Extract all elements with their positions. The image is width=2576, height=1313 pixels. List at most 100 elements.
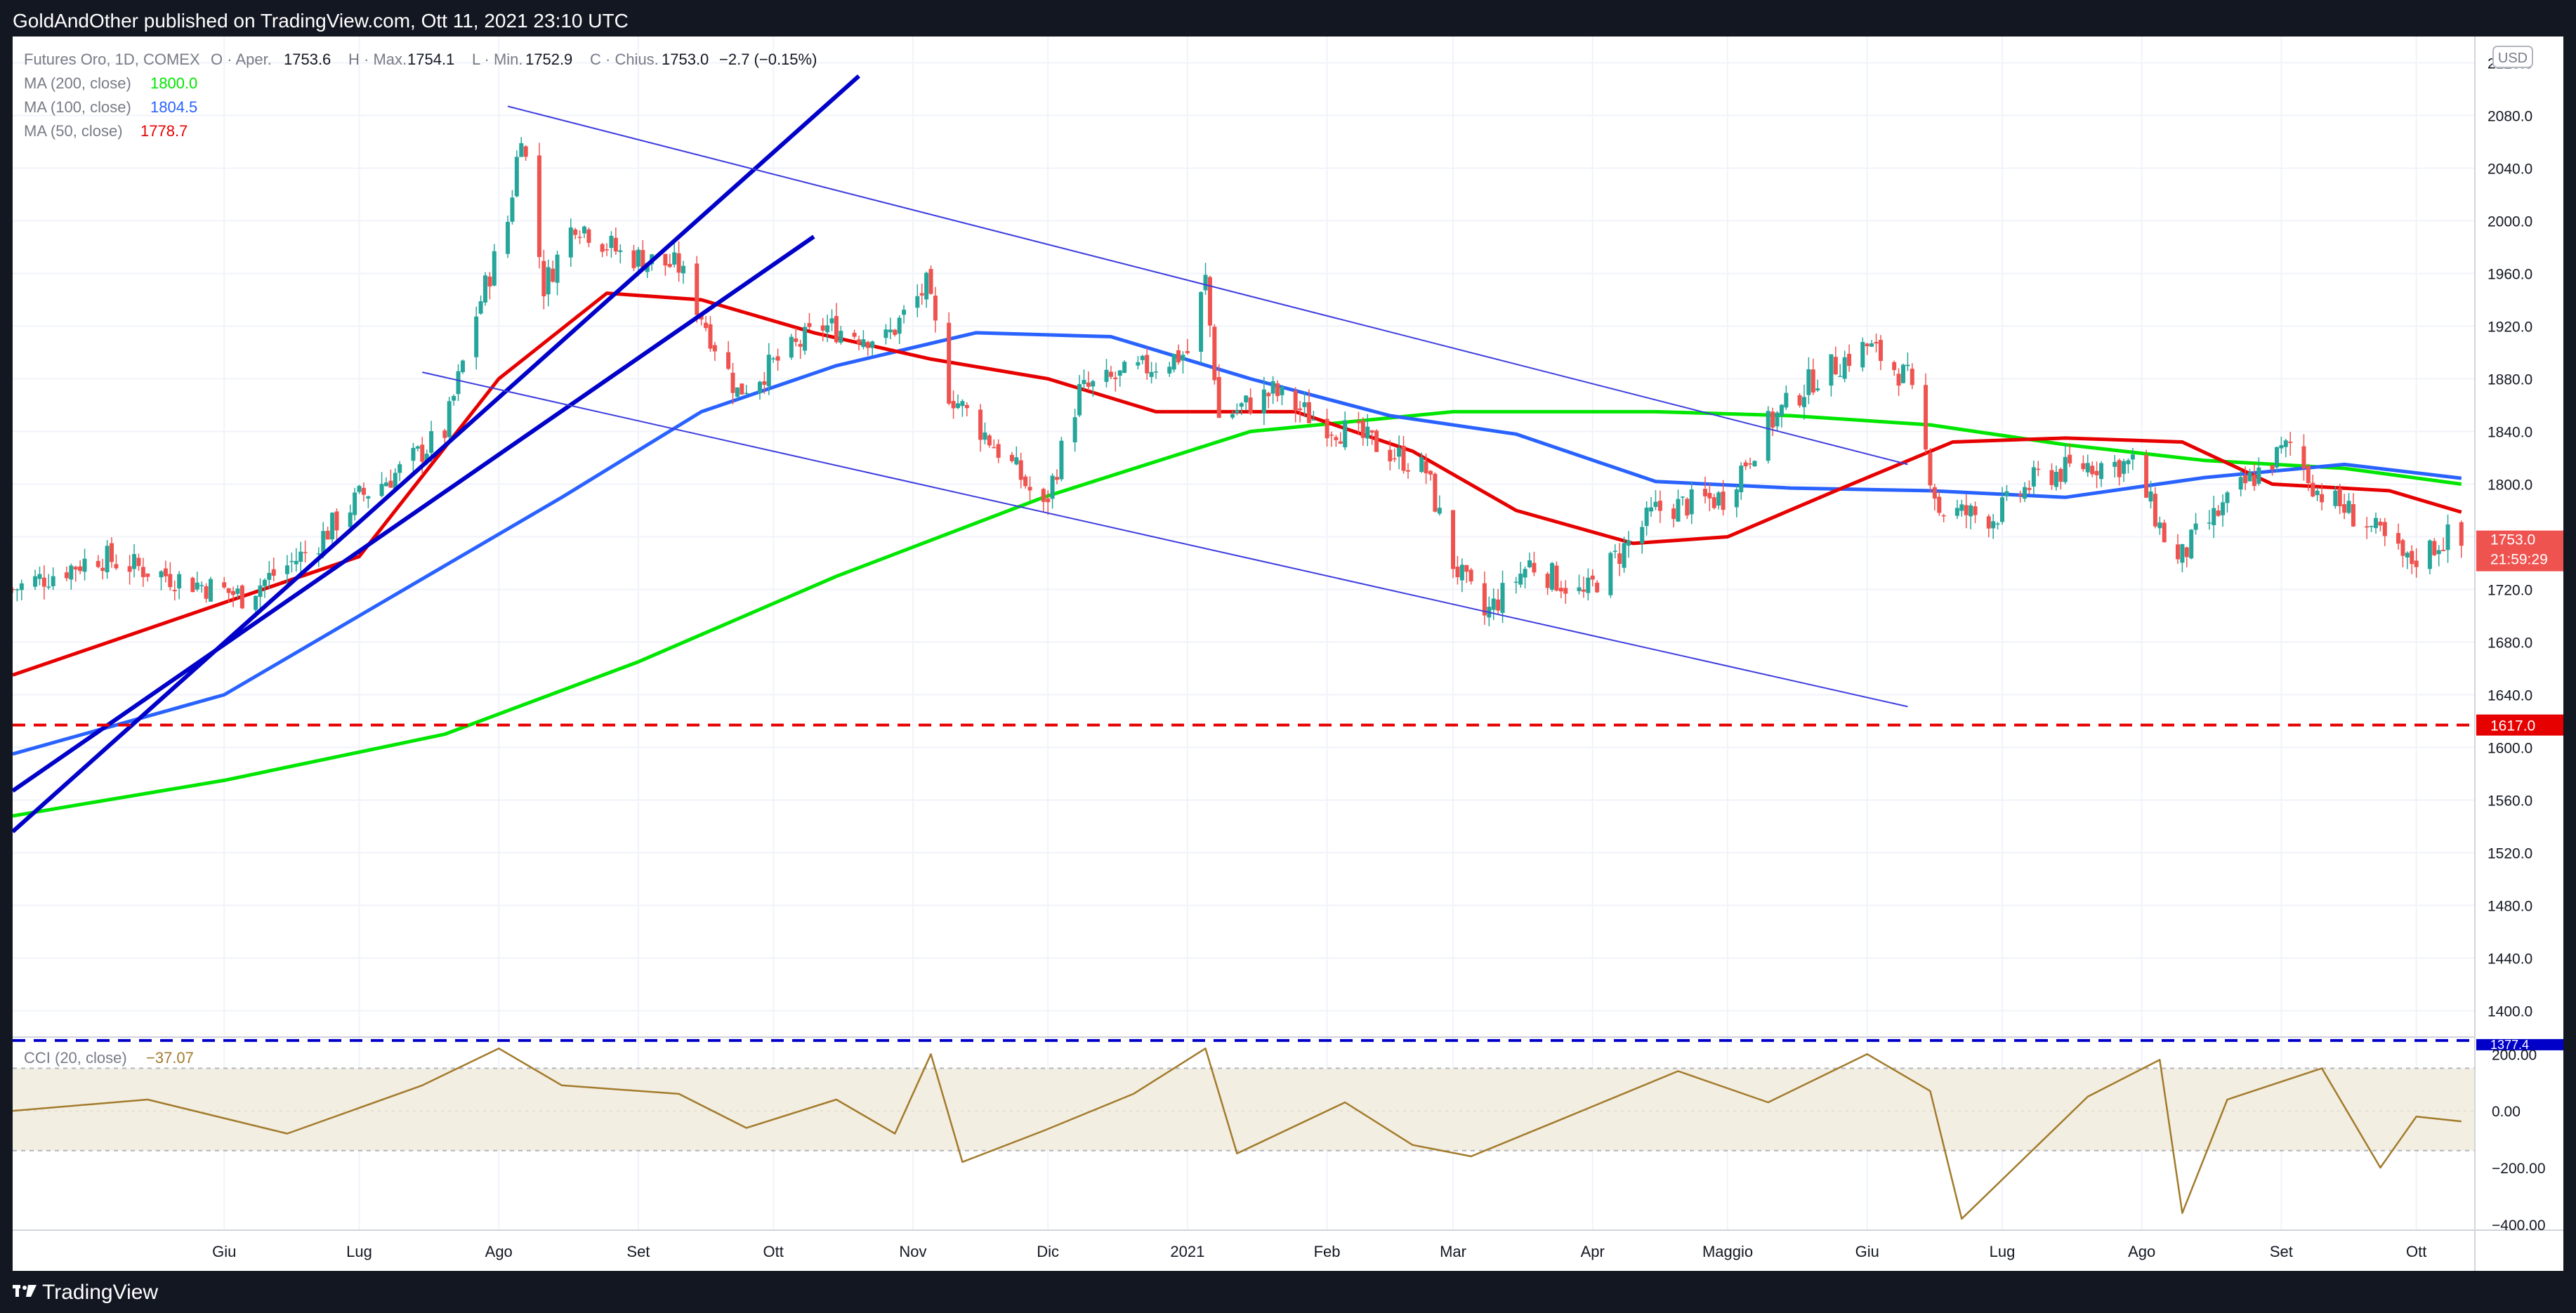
candle-body [2400, 540, 2405, 556]
candle-body [2441, 550, 2446, 551]
candle-body [226, 588, 231, 593]
ma200-line [12, 409, 2462, 818]
candle-body [1405, 470, 1410, 472]
candle-body [136, 557, 141, 567]
candle-body [2053, 472, 2058, 487]
candle-body [1149, 371, 1154, 377]
candle-body [1140, 355, 1145, 360]
candle-body [1055, 477, 1060, 480]
legend-cci-label: CCI (20, close) [24, 1049, 127, 1067]
candle-body [357, 485, 362, 492]
candle-body [839, 331, 843, 343]
candle-body [807, 323, 812, 327]
legend-c-label: C · Chius. [590, 51, 659, 68]
candle-body [712, 345, 717, 352]
price-tick: 1960.0 [2488, 267, 2532, 283]
candle-body [631, 250, 636, 268]
candle-body [1554, 565, 1559, 591]
candle-body [1685, 499, 1690, 516]
candle-body [168, 574, 173, 588]
support-lines[interactable] [13, 723, 2475, 1042]
ma50-line [12, 291, 2462, 677]
candle-body [298, 551, 303, 562]
candle-body [1176, 350, 1181, 363]
currency-label: USD [2498, 51, 2528, 66]
candle-body [1954, 508, 1959, 516]
candle-body [1986, 516, 1991, 529]
candle-body [1428, 470, 1433, 475]
time-tick: Giu [1855, 1243, 1879, 1260]
candle-body [447, 401, 452, 437]
candle-body [33, 576, 38, 587]
candle-body [1608, 553, 1613, 595]
candle-body [2256, 467, 2261, 484]
candle-body [456, 371, 461, 395]
candle-body [1104, 369, 1109, 382]
candle-body [284, 565, 289, 574]
trendlines[interactable] [11, 74, 1908, 833]
uptrend-inner [11, 235, 815, 793]
candle-body [46, 586, 51, 588]
candle-body [1932, 487, 1937, 499]
candle-body [330, 513, 335, 540]
candle-body [582, 226, 587, 234]
legend-ma100-value: 1804.5 [150, 98, 197, 116]
candle-body [771, 358, 776, 359]
candle-body [1617, 553, 1622, 565]
currency-badge[interactable]: USD [2492, 46, 2533, 68]
candle-body [1801, 397, 1806, 407]
plot-area[interactable] [13, 37, 2475, 1230]
candle-body [978, 409, 983, 440]
price-tick: 1800.0 [2488, 477, 2532, 494]
time-tick: Feb [1314, 1243, 1341, 1260]
candle-body [676, 253, 681, 273]
candle-body [1806, 369, 1811, 395]
candle-body [1018, 460, 1023, 480]
chart-svg[interactable]: Futures Oro, 1D, COMEX O · Aper. 1753.6 … [11, 37, 2563, 1271]
candle-body [105, 546, 110, 573]
candle-body [1023, 476, 1028, 487]
candle-body [951, 401, 956, 409]
candle-body [159, 571, 164, 578]
candle-body [2157, 522, 2162, 529]
candle-body [744, 392, 749, 395]
candle-body [1545, 574, 1550, 588]
cci-axis[interactable]: 200.00 0.00 −200.00 −400.00 [2492, 1047, 2546, 1234]
chart-panel[interactable]: Futures Oro, 1D, COMEX O · Aper. 1753.6 … [11, 37, 2563, 1271]
candle-body [1306, 402, 1311, 423]
price-axis[interactable]: 2120.02080.02040.02000.01960.01920.01880… [2488, 56, 2532, 1020]
candle-body [955, 403, 960, 409]
candle-body [1892, 362, 1897, 371]
candle-body [555, 254, 560, 283]
candle-body [1468, 569, 1473, 581]
candle-body [96, 560, 100, 567]
candle-body [2004, 491, 2009, 496]
candle-body [1041, 489, 1046, 502]
candle-body [636, 249, 640, 267]
candle-body [303, 552, 308, 553]
candle-body [1338, 441, 1343, 444]
candle-body [740, 383, 744, 395]
candle-body [1680, 496, 1685, 498]
candle-body [2315, 490, 2320, 496]
candle-body [1275, 383, 1280, 397]
candle-body [1563, 588, 1568, 594]
candle-body [1086, 382, 1091, 387]
currency-badge-box[interactable] [2492, 46, 2533, 68]
candle-body [388, 480, 393, 488]
candle-body [2126, 460, 2131, 465]
candle-body [2252, 475, 2256, 487]
candle-body [2117, 460, 2122, 477]
candle-body [960, 401, 965, 407]
candle-body [415, 446, 420, 449]
candle-body [1748, 463, 1753, 465]
time-axis[interactable]: Giu Lug Ago Set Ott Nov Dic 2021 Feb Mar Apr Maggio… [212, 1243, 2426, 1260]
candle-body [1779, 404, 1784, 416]
candle-body [1838, 376, 1843, 377]
candle-body [829, 318, 834, 324]
candle-body [2090, 466, 2095, 475]
price-tick: 1840.0 [2488, 425, 2532, 441]
time-tick: Apr [1581, 1243, 1605, 1260]
candle-body [289, 560, 294, 562]
legend-l-label: L · Min. [472, 51, 523, 68]
